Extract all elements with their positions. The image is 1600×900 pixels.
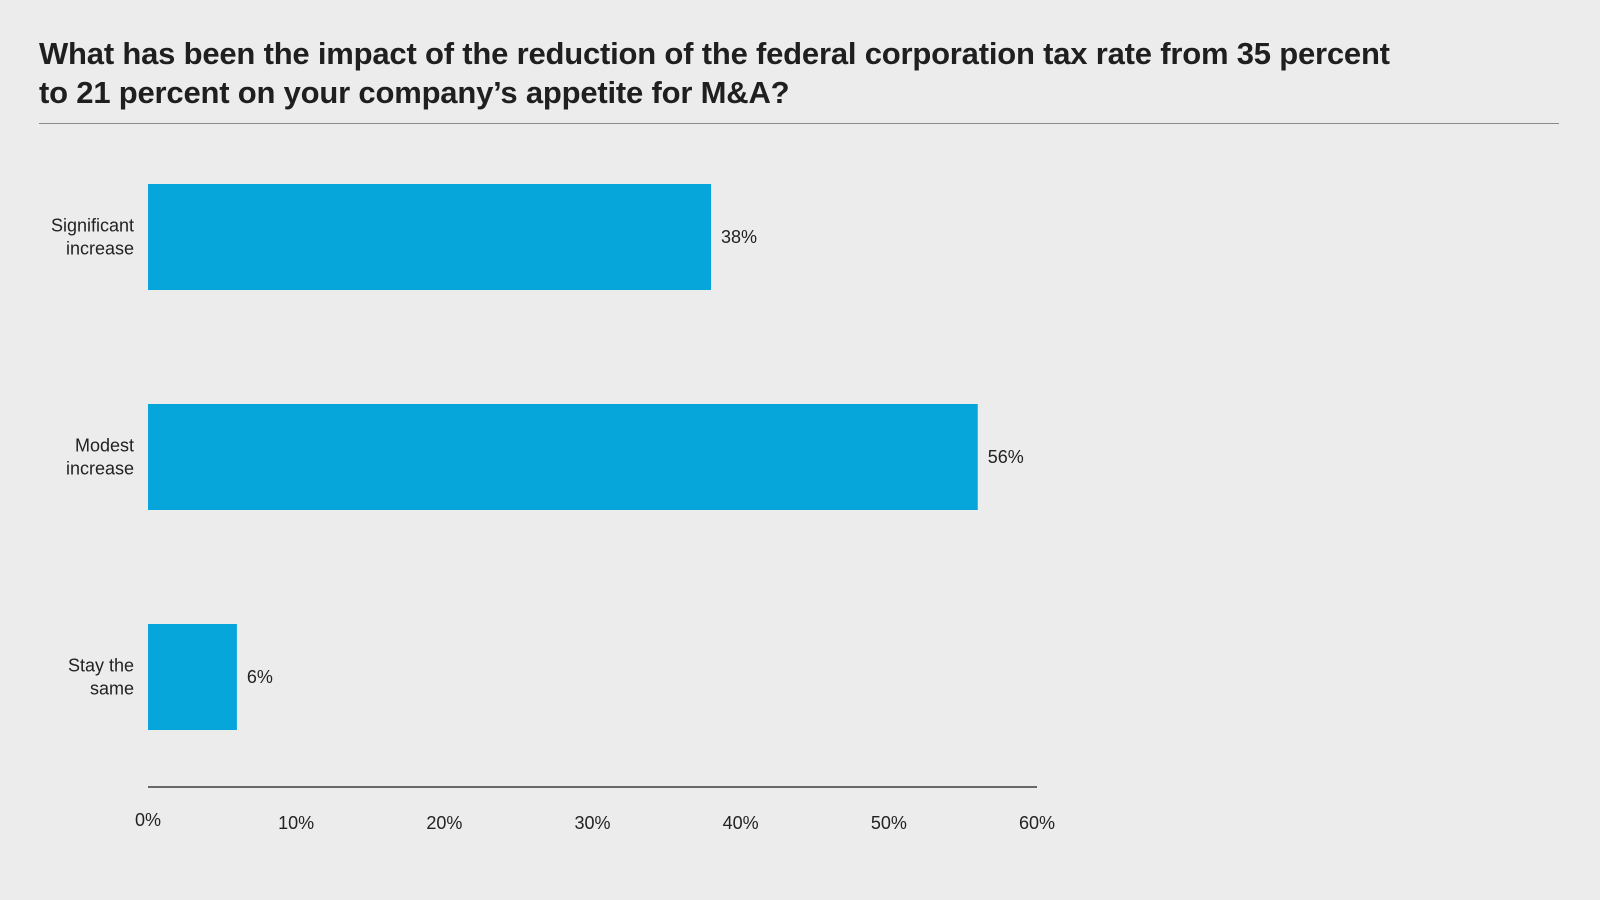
x-tick-label-2: 20% — [426, 813, 462, 833]
category-label-0-0: Significant — [51, 216, 134, 236]
data-label-0: 38% — [721, 227, 757, 247]
x-tick-label-5: 50% — [871, 813, 907, 833]
title-divider — [39, 123, 1559, 124]
category-label-1-1: increase — [66, 459, 134, 479]
x-tick-label-3: 30% — [574, 813, 610, 833]
x-tick-label-4: 40% — [723, 813, 759, 833]
x-tick-label-1: 10% — [278, 813, 314, 833]
chart-title-line-1: What has been the impact of the reductio… — [39, 36, 1390, 71]
bar-1 — [148, 404, 978, 510]
category-label-1-0: Modest — [75, 436, 134, 456]
category-label-0-1: increase — [66, 239, 134, 259]
category-label-2-1: same — [90, 679, 134, 699]
bar-0 — [148, 184, 712, 290]
x-tick-label-0: 0% — [135, 810, 161, 830]
category-label-2-0: Stay the — [68, 656, 134, 676]
chart-title: What has been the impact of the reductio… — [39, 34, 1519, 112]
chart-title-line-2: to 21 percent on your company’s appetite… — [39, 75, 790, 110]
bar-2 — [148, 624, 237, 730]
data-label-1: 56% — [988, 447, 1024, 467]
x-tick-label-6: 60% — [1019, 813, 1055, 833]
data-label-2: 6% — [247, 667, 273, 687]
